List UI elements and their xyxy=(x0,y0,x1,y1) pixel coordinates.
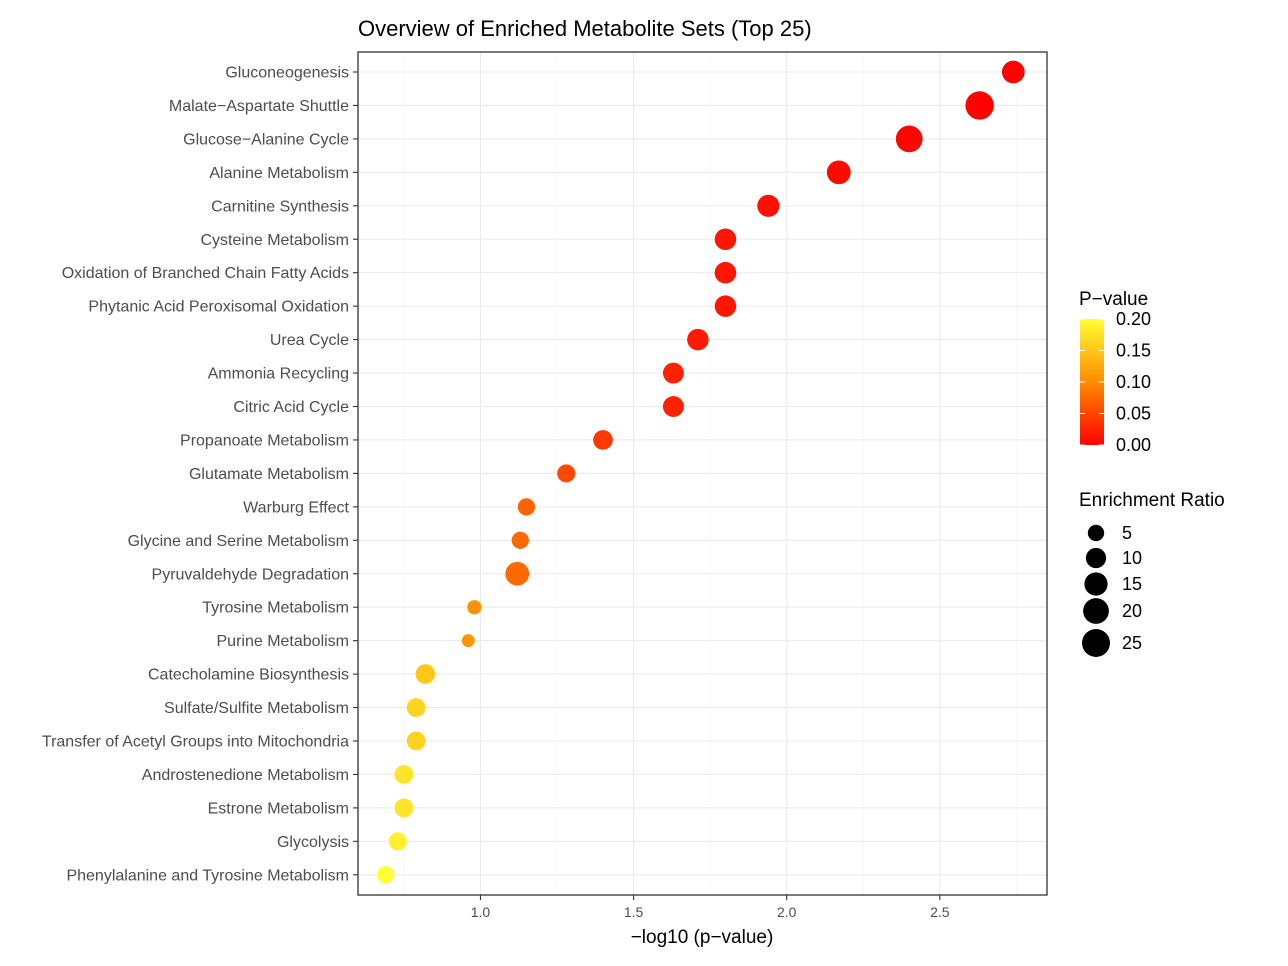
size-key-dot xyxy=(1084,572,1108,596)
data-point xyxy=(394,798,414,818)
category-label: Malate−Aspartate Shuttle xyxy=(169,98,349,115)
data-point xyxy=(687,328,709,351)
category-label: Estrone Metabolism xyxy=(208,800,349,817)
enrichment-legend-title: Enrichment Ratio xyxy=(1079,490,1225,511)
size-key-label: 15 xyxy=(1122,574,1142,594)
size-key-label: 20 xyxy=(1122,601,1142,621)
data-point xyxy=(593,430,613,450)
category-label: Carnitine Synthesis xyxy=(211,198,349,215)
size-key-label: 25 xyxy=(1122,633,1142,653)
size-key-dot xyxy=(1083,598,1109,624)
data-point xyxy=(467,600,482,615)
data-point xyxy=(461,634,475,648)
data-point xyxy=(388,832,407,851)
data-points xyxy=(376,60,1025,884)
category-label: Phenylalanine and Tyrosine Metabolism xyxy=(66,867,349,884)
pvalue-legend: P−value 0.20 0.15 0.10 0.05 0.00 xyxy=(1079,289,1151,455)
data-point xyxy=(557,464,576,483)
category-label: Glucose−Alanine Cycle xyxy=(183,131,349,148)
category-label: Catecholamine Biosynthesis xyxy=(148,667,349,684)
data-point xyxy=(714,228,737,251)
x-tick-label: 1.5 xyxy=(624,904,644,920)
category-label: Gluconeogenesis xyxy=(225,65,349,82)
category-label: Glutamate Metabolism xyxy=(189,466,349,483)
colorbar-tick-label: 0.00 xyxy=(1116,435,1151,455)
data-point xyxy=(662,362,684,384)
category-label: Oxidation of Branched Chain Fatty Acids xyxy=(62,265,349,282)
colorbar-tick-label: 0.05 xyxy=(1116,404,1151,424)
category-label: Phytanic Acid Peroxisomal Oxidation xyxy=(88,299,349,316)
size-key-dot xyxy=(1082,629,1110,657)
data-point xyxy=(1001,60,1025,84)
category-label: Purine Metabolism xyxy=(217,633,350,650)
category-label: Transfer of Acetyl Groups into Mitochond… xyxy=(42,734,349,751)
data-point xyxy=(406,731,426,751)
data-point xyxy=(505,561,530,586)
colorbar-tick-label: 0.20 xyxy=(1116,309,1151,329)
x-tick-label: 2.0 xyxy=(777,904,797,920)
data-point xyxy=(714,295,737,317)
category-label: Warburg Effect xyxy=(243,499,349,516)
category-label: Pyruvaldehyde Degradation xyxy=(152,566,349,583)
colorbar-tick-label: 0.10 xyxy=(1116,372,1151,392)
x-axis: 1.0 1.5 2.0 2.5 xyxy=(471,895,950,920)
category-axis: Gluconeogenesis Malate−Aspartate Shuttle G… xyxy=(42,65,358,884)
category-label: Ammonia Recycling xyxy=(208,366,349,383)
size-key-dot xyxy=(1085,547,1107,569)
data-point xyxy=(376,866,395,884)
x-tick-label: 2.5 xyxy=(930,904,950,920)
category-label: Urea Cycle xyxy=(270,332,349,349)
size-key-label: 10 xyxy=(1122,548,1142,568)
x-axis-title: −log10 (p−value) xyxy=(631,927,774,948)
data-point xyxy=(895,125,923,153)
category-label: Alanine Metabolism xyxy=(209,165,349,182)
colorbar-tick-label: 0.15 xyxy=(1116,341,1151,361)
data-point xyxy=(965,91,994,120)
category-label: Cysteine Metabolism xyxy=(201,232,350,249)
category-label: Sulfate/Sulfite Metabolism xyxy=(164,700,349,717)
data-point xyxy=(826,160,851,185)
category-label: Citric Acid Cycle xyxy=(233,399,349,416)
data-point xyxy=(517,498,536,516)
category-label: Androstenedione Metabolism xyxy=(142,767,349,784)
grid-lines xyxy=(358,52,1047,895)
data-point xyxy=(511,531,529,549)
category-label: Propanoate Metabolism xyxy=(180,432,349,449)
pvalue-legend-title: P−value xyxy=(1079,289,1148,310)
data-point xyxy=(415,664,436,684)
chart-title: Overview of Enriched Metabolite Sets (To… xyxy=(358,16,812,41)
data-point xyxy=(394,765,414,784)
enrichment-ratio-legend: Enrichment Ratio 5 10 15 20 25 xyxy=(1079,490,1225,657)
category-label: Glycine and Serine Metabolism xyxy=(128,533,349,550)
data-point xyxy=(406,698,426,717)
category-label: Glycolysis xyxy=(277,834,349,851)
x-tick-label: 1.0 xyxy=(471,904,491,920)
category-label: Tyrosine Metabolism xyxy=(202,600,349,617)
size-key-label: 5 xyxy=(1122,523,1132,543)
data-point xyxy=(662,396,684,417)
size-key-dot xyxy=(1087,524,1105,542)
data-point xyxy=(757,194,780,217)
data-point xyxy=(714,261,737,284)
